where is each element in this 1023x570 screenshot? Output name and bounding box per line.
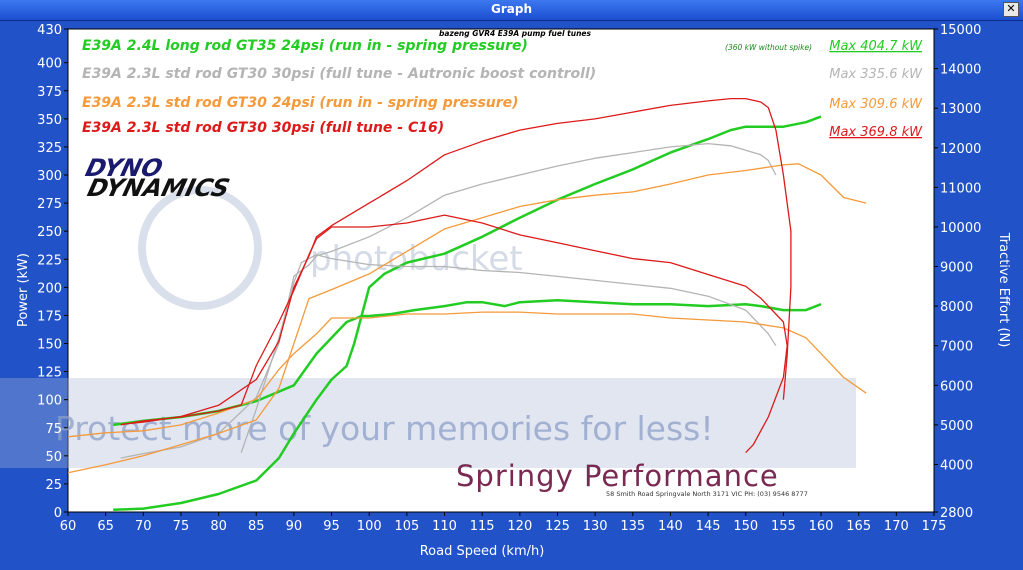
max-labels: Max 404.7 kW Max 335.6 kW Max 309.6 kW M…	[725, 39, 923, 140]
spike-annotation: (360 kW without spike)	[725, 43, 812, 52]
x-tick-label: 155	[771, 519, 796, 534]
logo-top-text: DYNO	[83, 153, 166, 182]
x-tick-label: 160	[809, 519, 834, 534]
power-line-gt30-c16	[120, 97, 792, 426]
x-tick-label: 85	[248, 519, 265, 534]
x-tick-label: 125	[545, 519, 570, 534]
y-tick-label: 100	[37, 394, 62, 409]
y-tick-label: 50	[45, 450, 62, 465]
x-tick-label: 100	[357, 519, 382, 534]
max-label-gt30-24psi: Max 309.6 kW	[829, 97, 923, 112]
y-tick-label: 25	[45, 478, 62, 493]
x-tick-label: 105	[394, 519, 419, 534]
y-tick-label: 175	[37, 309, 62, 324]
y-tick-label: 325	[37, 141, 62, 156]
power-line-gt35-24psi	[113, 115, 822, 512]
power-line-gt30-autronic	[120, 142, 777, 459]
y-tick-label: 0	[54, 506, 62, 521]
y2-tick-label: 10000	[940, 221, 981, 236]
series-layer	[67, 97, 867, 512]
title-bar: Graph ✕	[0, 0, 1023, 21]
tractive-line-gt30-autronic	[240, 254, 777, 453]
y-tick-label: 400	[37, 57, 62, 72]
legend-entry-gt35: E39A 2.4L long rod GT35 24psi (run in - …	[82, 38, 528, 54]
logo-bottom-text: DYNAMICS	[85, 173, 233, 202]
y-tick-label: 375	[37, 85, 62, 100]
watermark-text: Protect more of your memories for less!	[55, 409, 714, 448]
x-tick-label: 175	[922, 519, 947, 534]
y2-tick-label: 7000	[940, 340, 973, 355]
x-tick-label: 95	[323, 519, 340, 534]
y2-tick-label: 2800	[940, 506, 973, 521]
watermark-ring	[138, 186, 262, 310]
x-tick-label: 60	[60, 519, 77, 534]
y2-axis-label: Tractive Effort (N)	[996, 232, 1011, 348]
max-label-gt35: Max 404.7 kW	[829, 39, 923, 54]
x-tick-label: 90	[286, 519, 303, 534]
y-tick-label: 200	[37, 281, 62, 296]
x-tick-label: 145	[696, 519, 721, 534]
y2-tick-label: 4000	[940, 458, 973, 473]
legend: E39A 2.4L long rod GT35 24psi (run in - …	[82, 38, 596, 136]
x-tick-label: 130	[583, 519, 608, 534]
y2-tick-label: 13000	[940, 102, 981, 117]
y-tick-label: 75	[45, 422, 62, 437]
x-tick-label: 115	[470, 519, 495, 534]
y2-tick-label: 8000	[940, 300, 973, 315]
tractive-line-gt30-c16	[120, 214, 788, 454]
axis-layer: 60 65 70 75 80 85 90 95 100 105 110 115 120 125 130 135…	[37, 23, 981, 534]
x-tick-label: 70	[135, 519, 152, 534]
watermark-band	[0, 378, 856, 468]
y2-tick-label: 14000	[940, 63, 981, 78]
x-tick-label: 140	[658, 519, 683, 534]
y-tick-label: 300	[37, 169, 62, 184]
window-title: Graph	[491, 2, 532, 16]
x-tick-label: 165	[846, 519, 871, 534]
y2-tick-label: 15000	[940, 23, 981, 38]
y2-tick-label: 12000	[940, 142, 981, 157]
x-tick-label: 75	[173, 519, 190, 534]
y-tick-label: 275	[37, 197, 62, 212]
y-tick-label: 225	[37, 253, 62, 268]
dyno-dynamics-logo: DYNO DYNAMICS	[83, 153, 233, 202]
shop-name: Springy Performance	[456, 459, 779, 493]
max-label-gt30-c16: Max 369.8 kW	[829, 125, 923, 140]
y-tick-label: 350	[37, 113, 62, 128]
close-button[interactable]: ✕	[1003, 2, 1019, 17]
y2-tick-label: 6000	[940, 379, 973, 394]
y-tick-label: 125	[37, 366, 62, 381]
shop-address: 58 Smith Road Springvale North 3171 VIC …	[606, 490, 808, 498]
x-tick-label: 80	[210, 519, 227, 534]
legend-entry-gt30-c16: E39A 2.3L std rod GT30 30psi (full tune …	[82, 120, 444, 136]
legend-entry-gt30-24psi: E39A 2.3L std rod GT30 24psi (run in - s…	[82, 95, 519, 111]
y-axis-label: Power (kW)	[16, 253, 31, 327]
watermark-brand: photobucket	[310, 239, 523, 279]
y2-tick-label: 9000	[940, 261, 973, 276]
max-label-gt30-autronic: Max 335.6 kW	[829, 67, 923, 82]
x-tick-label: 170	[884, 519, 909, 534]
y-tick-label: 430	[37, 23, 62, 38]
x-tick-label: 110	[432, 519, 457, 534]
dyno-chart: photobucket Protect more of your memorie…	[0, 23, 1011, 559]
y-tick-label: 150	[37, 338, 62, 353]
power-line-gt30-24psi	[67, 163, 867, 474]
tractive-line-gt30-24psi	[67, 311, 867, 438]
y2-tick-label: 5000	[940, 419, 973, 434]
y2-tick-label: 11000	[940, 181, 981, 196]
x-tick-label: 150	[733, 519, 758, 534]
chart-title: bazeng GVR4 E39A pump fuel tunes	[439, 29, 591, 38]
y-tick-label: 250	[37, 225, 62, 240]
x-tick-label: 135	[620, 519, 645, 534]
x-tick-label: 120	[507, 519, 532, 534]
plot-area	[67, 28, 935, 513]
legend-entry-gt30-autronic: E39A 2.3L std rod GT30 30psi (full tune …	[82, 66, 596, 82]
x-tick-label: 65	[97, 519, 114, 534]
x-axis-label: Road Speed (km/h)	[420, 544, 545, 559]
